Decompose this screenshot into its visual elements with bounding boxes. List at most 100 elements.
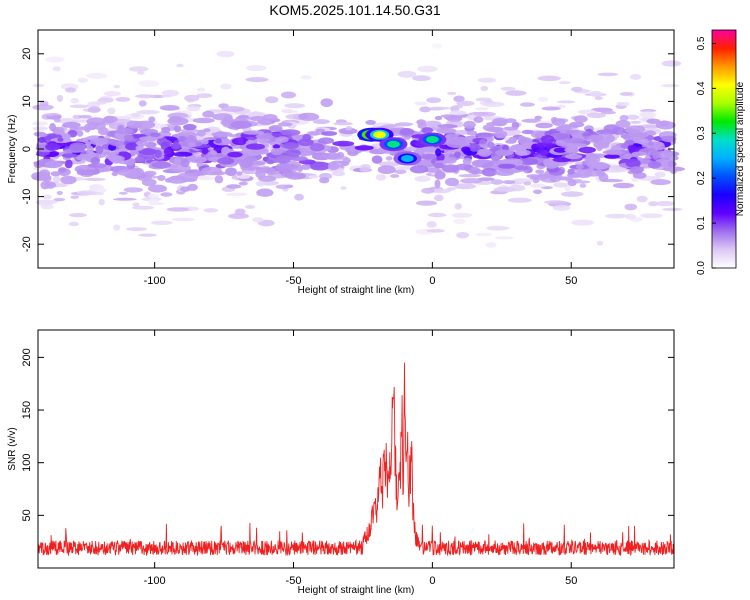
spectrogram-cell [87, 106, 101, 113]
spectrogram-cell [172, 151, 193, 157]
spectrogram-cell [227, 151, 243, 158]
spectrogram-cell [661, 135, 677, 143]
spectrogram-cell [507, 197, 532, 203]
spectrogram-cell [453, 104, 463, 109]
spectrogram-cell [123, 187, 143, 193]
spectrogram-cell [564, 153, 583, 160]
spectrogram-cell [60, 175, 77, 185]
spectrogram-cell [151, 161, 172, 169]
spectrogram-cell [453, 183, 477, 190]
spectrogram-cell [187, 142, 197, 148]
spectrogram-cell [148, 198, 160, 206]
spectrogram-cell [604, 154, 620, 159]
spectrogram-cell [103, 91, 122, 97]
colorbar-ticks: 0.0 0.1 0.2 0.3 0.4 0.5 [696, 36, 716, 275]
spectrogram-cell [270, 148, 283, 156]
spectrogram-cell [77, 77, 89, 83]
spectrogram-cell [110, 154, 122, 164]
spectrogram-cell [42, 194, 52, 200]
spectrogram-cell [486, 225, 510, 231]
spectrogram-cell [128, 66, 149, 72]
spectrogram-cell [424, 120, 442, 128]
spectrogram-cell [252, 217, 264, 223]
spectrogram-cell [652, 151, 660, 160]
spectrogram-cell [466, 130, 477, 136]
spectrogram-cell [86, 72, 108, 79]
spectrogram-cell [556, 100, 576, 104]
spectrogram-cell [76, 190, 97, 196]
spectrogram-cell [173, 125, 182, 133]
spectrogram-cell [415, 200, 438, 206]
spectrogram-cell [147, 193, 160, 199]
spectrogram-cell [333, 122, 353, 126]
spectrogram-peak [387, 140, 400, 148]
spectrogram-cell [83, 177, 106, 181]
spectrogram-cell [98, 198, 105, 206]
spectrogram-cell [480, 86, 489, 91]
spectrogram-cell [180, 158, 190, 168]
x-tick-label: -100 [144, 275, 166, 287]
spectrogram-cell [315, 128, 326, 133]
spectrogram-cell [221, 106, 245, 112]
spectrogram-cell [132, 205, 154, 210]
spectrogram-cell [154, 149, 162, 158]
spectrogram-cell [138, 100, 147, 107]
spectrogram-cell [655, 120, 676, 130]
spectrogram-cell [239, 159, 254, 168]
spectrogram-cell [636, 195, 648, 203]
y-tick-label: -10 [21, 189, 33, 205]
spectrogram-cell [631, 151, 647, 156]
spectrogram-y-label: Frequency (Hz) [7, 115, 18, 184]
snr-frame [37, 329, 675, 569]
spectrogram-cell [113, 197, 137, 201]
spectrogram-cell [216, 50, 235, 58]
spectrogram-cell [102, 151, 120, 156]
spectrogram-cell [161, 94, 172, 98]
spectrogram-cell [475, 232, 492, 237]
spectrogram-cell [126, 227, 148, 232]
spectrogram-cell [50, 115, 62, 120]
colorbar-tick-label: 0.3 [696, 126, 707, 140]
spectrogram-cell [160, 192, 173, 197]
spectrogram-cell [646, 118, 661, 125]
spectrogram-cell [494, 236, 514, 240]
colorbar-gradient [711, 29, 737, 269]
spectrogram-cell [176, 63, 184, 68]
spectrogram-cell [462, 157, 472, 166]
spectrogram-cell [321, 131, 338, 136]
spectrogram-cell [571, 86, 583, 92]
spectrogram-cell [44, 181, 56, 189]
x-tick-label: 50 [565, 275, 577, 287]
spectrogram-cell [58, 167, 67, 173]
spectrogram-cell [238, 181, 248, 186]
spectrogram-cell [475, 107, 489, 111]
spectrogram-cell [52, 175, 61, 183]
spectrogram-cell [560, 124, 572, 131]
spectrogram-cell [109, 140, 125, 147]
spectrogram-cells [31, 43, 686, 248]
spectrogram-cell [471, 159, 494, 168]
spectrogram-cell [475, 132, 496, 138]
spectrogram-cell [280, 168, 292, 173]
spectrogram-cell [118, 191, 128, 195]
spectrogram-cell [280, 129, 301, 136]
spectrogram-cell [149, 132, 161, 137]
spectrogram-cell [453, 218, 466, 225]
spectrogram-cell [553, 182, 568, 188]
spectrogram-cell [167, 117, 189, 126]
spectrogram-cell [612, 182, 635, 189]
spectrogram-cell [640, 109, 657, 113]
spectrogram-cell [426, 221, 437, 228]
spectrogram-cell [365, 120, 376, 125]
y-tick-label: 20 [21, 48, 33, 60]
spectrogram-cell [275, 155, 292, 164]
spectrogram-cell [255, 137, 271, 143]
spectrogram-cell [623, 153, 632, 159]
spectrogram-cell [45, 143, 61, 151]
spectrogram-cell [184, 94, 200, 102]
spectrogram-cell [45, 160, 63, 168]
y-tick-label: -20 [21, 236, 33, 252]
spectrogram-cell [214, 175, 224, 184]
spectrogram-cell [650, 179, 671, 186]
spectrogram-cell [520, 102, 535, 107]
